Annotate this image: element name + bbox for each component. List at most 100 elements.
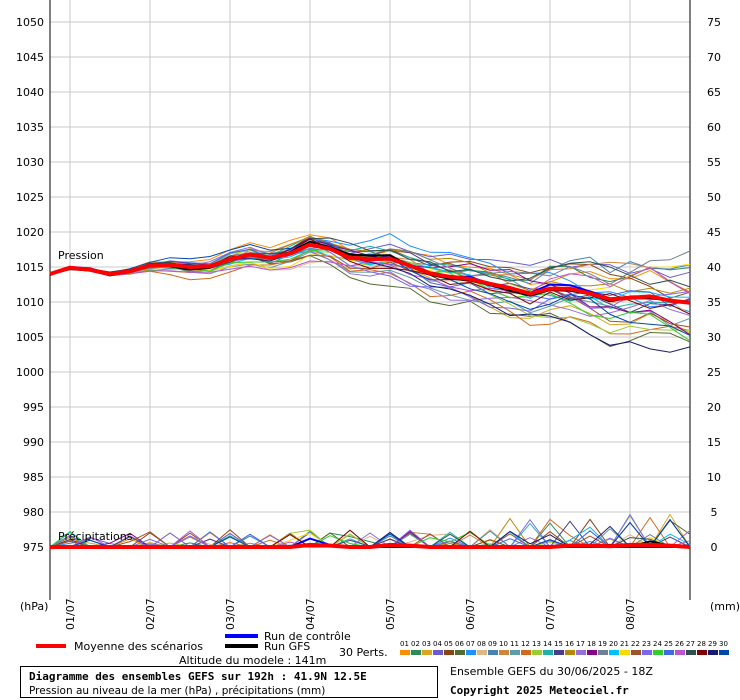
legend-mean-label: Moyenne des scénarios bbox=[74, 640, 203, 653]
left-tick-label: 1020 bbox=[16, 226, 44, 239]
right-tick-label: 70 bbox=[707, 51, 721, 64]
pert-legend-number: 25 bbox=[664, 640, 673, 648]
right-tick-label: 75 bbox=[707, 16, 721, 29]
pert-legend-swatch bbox=[697, 650, 707, 655]
pert-legend-number: 14 bbox=[543, 640, 552, 648]
pert-legend-swatch bbox=[565, 650, 575, 655]
pert-legend-swatch bbox=[532, 650, 542, 655]
pert-legend-number: 13 bbox=[532, 640, 541, 648]
pert-legend-swatch bbox=[620, 650, 630, 655]
pert-legend-swatch bbox=[554, 650, 564, 655]
chart-subtitle: Pression au niveau de la mer (hPa) , pré… bbox=[29, 685, 326, 697]
pert-legend-number: 11 bbox=[510, 640, 519, 648]
pert-legend-swatch bbox=[488, 650, 498, 655]
main-series bbox=[49, 240, 691, 549]
right-tick-label: 15 bbox=[707, 436, 721, 449]
right-tick-label: 25 bbox=[707, 366, 721, 379]
pert-legend-swatch bbox=[411, 650, 421, 655]
pert-legend-number: 27 bbox=[686, 640, 695, 648]
day-tick-label: 08/07 bbox=[624, 598, 637, 630]
pert-legend-number: 08 bbox=[477, 640, 486, 648]
day-tick-label: 07/07 bbox=[544, 598, 557, 630]
altitude-label: Altitude du modele : 141m bbox=[179, 654, 326, 667]
left-tick-label: 975 bbox=[23, 541, 44, 554]
perturbation-line bbox=[49, 260, 691, 295]
right-tick-label: 45 bbox=[707, 226, 721, 239]
pert-legend-swatch bbox=[642, 650, 652, 655]
left-tick-label: 1035 bbox=[16, 121, 44, 134]
perturbation-line bbox=[49, 243, 691, 336]
left-tick-label: 1010 bbox=[16, 296, 44, 309]
copyright: Copyright 2025 Meteociel.fr bbox=[450, 684, 629, 697]
left-tick-label: 1045 bbox=[16, 51, 44, 64]
pert-legend-number: 10 bbox=[499, 640, 508, 648]
left-tick-label: 990 bbox=[23, 436, 44, 449]
left-tick-label: 985 bbox=[23, 471, 44, 484]
pert-legend-swatch bbox=[653, 650, 663, 655]
pert-legend-swatch bbox=[543, 650, 553, 655]
pert-legend-swatch bbox=[433, 650, 443, 655]
left-unit-label: (hPa) bbox=[20, 600, 48, 613]
pert-legend-swatch bbox=[521, 650, 531, 655]
pert-legend-number: 18 bbox=[587, 640, 596, 648]
pert-legend-number: 28 bbox=[697, 640, 706, 648]
pert-legend-number: 01 bbox=[400, 640, 409, 648]
precip-label: Précipitations bbox=[58, 530, 133, 543]
legend: Moyenne des scénarios Run de contrôle Ru… bbox=[36, 630, 729, 667]
pert-legend-swatch bbox=[587, 650, 597, 655]
pert-legend-number: 24 bbox=[653, 640, 662, 648]
grid bbox=[50, 0, 690, 600]
chart-info-box: Diagramme des ensembles GEFS sur 192h : … bbox=[20, 666, 438, 698]
pert-legend-number: 03 bbox=[422, 640, 431, 648]
left-tick-label: 1015 bbox=[16, 261, 44, 274]
pert-legend-swatch bbox=[466, 650, 476, 655]
pert-legend-swatch bbox=[422, 650, 432, 655]
right-tick-label: 40 bbox=[707, 261, 721, 274]
pert-legend-swatch bbox=[477, 650, 487, 655]
pert-legend-number: 07 bbox=[466, 640, 475, 648]
pert-legend-swatch bbox=[719, 650, 729, 655]
day-tick-label: 04/07 bbox=[304, 598, 317, 630]
left-tick-label: 980 bbox=[23, 506, 44, 519]
day-tick-label: 06/07 bbox=[464, 598, 477, 630]
pert-legend-number: 22 bbox=[631, 640, 640, 648]
pert-legend-swatch bbox=[400, 650, 410, 655]
pert-legend-swatch bbox=[444, 650, 454, 655]
right-tick-label: 60 bbox=[707, 121, 721, 134]
perturbation-lines bbox=[49, 233, 691, 548]
pert-legend-swatch bbox=[510, 650, 520, 655]
day-tick-label: 01/07 bbox=[64, 598, 77, 630]
pert-legend-swatch bbox=[455, 650, 465, 655]
chart-title: Diagramme des ensembles GEFS sur 192h : … bbox=[29, 670, 367, 683]
pert-legend-number: 17 bbox=[576, 640, 585, 648]
axes: 975 0 980 5 985 10 990 15 995 20 1000 25 1005 30 1010 3… bbox=[16, 0, 721, 630]
pert-legend-number: 12 bbox=[521, 640, 530, 648]
day-tick-label: 05/07 bbox=[384, 598, 397, 630]
right-tick-label: 10 bbox=[707, 471, 721, 484]
pert-legend-swatch bbox=[609, 650, 619, 655]
pressure-label: Pression bbox=[58, 249, 104, 262]
right-tick-label: 65 bbox=[707, 86, 721, 99]
mean-line-precip bbox=[50, 542, 691, 549]
pert-legend-number: 05 bbox=[444, 640, 453, 648]
right-tick-label: 35 bbox=[707, 296, 721, 309]
pert-legend-swatch bbox=[675, 650, 685, 655]
pert-legend-number: 16 bbox=[565, 640, 574, 648]
right-unit-label: (mm) bbox=[710, 600, 740, 613]
right-tick-label: 30 bbox=[707, 331, 721, 344]
pert-legend-swatch bbox=[598, 650, 608, 655]
pert-legend-number: 26 bbox=[675, 640, 684, 648]
pert-legend-swatch bbox=[576, 650, 586, 655]
legend-gfs-label: Run GFS bbox=[264, 640, 310, 653]
left-tick-label: 995 bbox=[23, 401, 44, 414]
legend-perts-label: 30 Perts. bbox=[339, 646, 388, 659]
pert-legend-number: 20 bbox=[609, 640, 618, 648]
day-tick-label: 03/07 bbox=[224, 598, 237, 630]
pert-legend-number: 30 bbox=[719, 640, 728, 648]
left-tick-label: 1050 bbox=[16, 16, 44, 29]
perturbation-line bbox=[49, 237, 691, 288]
pert-legend-number: 29 bbox=[708, 640, 717, 648]
right-tick-label: 0 bbox=[711, 541, 718, 554]
pert-legend-swatch bbox=[708, 650, 718, 655]
